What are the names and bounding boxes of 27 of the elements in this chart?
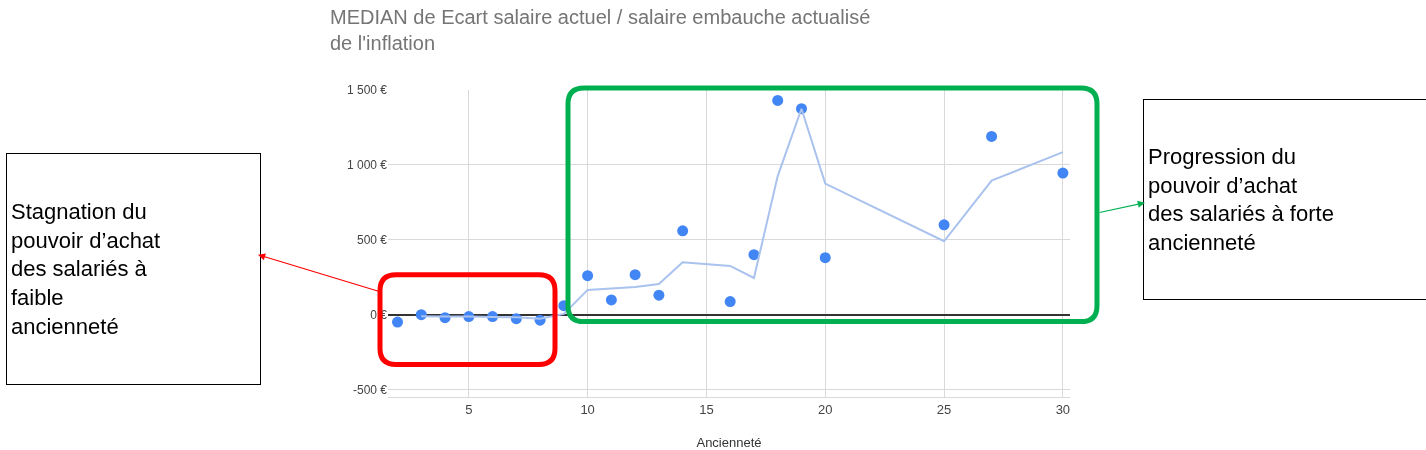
chart-title: MEDIAN de Ecart salaire actuel / salaire embauche actualisé de l'inflation bbox=[330, 6, 871, 55]
x-tick-label: 30 bbox=[1055, 401, 1071, 417]
y-tick-label: 1 500 € bbox=[346, 83, 388, 98]
point bbox=[653, 289, 665, 301]
x-tick-label: 10 bbox=[580, 401, 595, 417]
text: Progression du pouvoir d’achat des salariés à forte ancienneté bbox=[1148, 144, 1334, 255]
point bbox=[1057, 167, 1069, 179]
point bbox=[938, 219, 950, 231]
point bbox=[392, 316, 404, 328]
y-tick-label: 500 € bbox=[356, 232, 388, 247]
point bbox=[986, 130, 998, 142]
x-axis-title: Ancienneté bbox=[696, 435, 762, 450]
point bbox=[724, 296, 736, 308]
x-tick-label: 5 bbox=[465, 401, 473, 417]
point bbox=[748, 249, 760, 261]
point bbox=[582, 270, 594, 282]
y-tick-label: -500 € bbox=[352, 382, 388, 397]
point bbox=[772, 94, 784, 106]
point bbox=[605, 294, 617, 306]
x-tick-label: 15 bbox=[699, 401, 714, 417]
y-tick-label: 1 000 € bbox=[346, 158, 388, 173]
x-tick-label: 20 bbox=[818, 401, 833, 417]
point bbox=[677, 225, 689, 237]
x-tick-label: 25 bbox=[936, 401, 952, 417]
point bbox=[629, 269, 641, 281]
text: Stagnation du pouvoir d’achat des salariés à faible ancienneté bbox=[11, 199, 161, 339]
point bbox=[819, 252, 831, 264]
